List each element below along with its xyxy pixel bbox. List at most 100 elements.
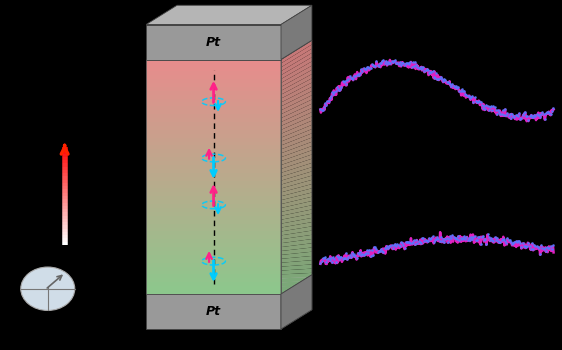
Polygon shape — [146, 294, 281, 329]
Polygon shape — [146, 141, 281, 146]
Polygon shape — [281, 264, 312, 271]
Polygon shape — [281, 214, 312, 224]
Polygon shape — [146, 235, 281, 239]
Polygon shape — [281, 252, 312, 259]
Polygon shape — [146, 204, 281, 208]
Polygon shape — [281, 222, 312, 231]
Polygon shape — [281, 243, 312, 251]
Polygon shape — [146, 126, 281, 130]
Polygon shape — [146, 251, 281, 255]
Polygon shape — [281, 172, 312, 184]
Polygon shape — [281, 209, 312, 220]
Polygon shape — [281, 142, 312, 157]
Polygon shape — [146, 224, 281, 228]
Polygon shape — [281, 65, 312, 87]
Polygon shape — [281, 104, 312, 122]
Polygon shape — [281, 193, 312, 204]
Polygon shape — [146, 122, 281, 126]
Polygon shape — [146, 278, 281, 282]
Polygon shape — [281, 40, 312, 63]
Polygon shape — [281, 87, 312, 106]
Polygon shape — [281, 167, 312, 181]
Polygon shape — [146, 181, 281, 184]
Polygon shape — [146, 146, 281, 149]
Polygon shape — [146, 110, 281, 114]
Polygon shape — [146, 25, 281, 60]
Text: $Cr_2O_3$: $Cr_2O_3$ — [320, 180, 353, 194]
Polygon shape — [281, 281, 312, 286]
Polygon shape — [281, 125, 312, 141]
Polygon shape — [281, 290, 312, 294]
Polygon shape — [146, 67, 281, 71]
Polygon shape — [146, 255, 281, 259]
Polygon shape — [146, 188, 281, 193]
Polygon shape — [281, 150, 312, 165]
Polygon shape — [281, 235, 312, 243]
Polygon shape — [146, 271, 281, 274]
Polygon shape — [281, 269, 312, 274]
Polygon shape — [146, 231, 281, 235]
Polygon shape — [146, 138, 281, 141]
Polygon shape — [281, 95, 312, 114]
Polygon shape — [146, 259, 281, 263]
Polygon shape — [281, 99, 312, 118]
Polygon shape — [281, 159, 312, 173]
Polygon shape — [146, 247, 281, 251]
Polygon shape — [146, 157, 281, 161]
Polygon shape — [281, 154, 312, 169]
Polygon shape — [281, 275, 312, 329]
Polygon shape — [146, 275, 312, 294]
Polygon shape — [146, 103, 281, 106]
Polygon shape — [146, 196, 281, 200]
Polygon shape — [281, 74, 312, 95]
Polygon shape — [146, 94, 281, 99]
Polygon shape — [146, 63, 281, 67]
Polygon shape — [281, 70, 312, 91]
Polygon shape — [281, 188, 312, 200]
Polygon shape — [146, 169, 281, 173]
Polygon shape — [146, 165, 281, 169]
Polygon shape — [146, 79, 281, 83]
Polygon shape — [281, 205, 312, 216]
Text: Pt: Pt — [206, 35, 221, 49]
Polygon shape — [281, 277, 312, 282]
Polygon shape — [281, 176, 312, 188]
Polygon shape — [146, 149, 281, 153]
Polygon shape — [281, 226, 312, 235]
Polygon shape — [281, 184, 312, 196]
Polygon shape — [146, 118, 281, 122]
Polygon shape — [146, 173, 281, 177]
Polygon shape — [146, 161, 281, 165]
Polygon shape — [146, 40, 312, 60]
Polygon shape — [281, 218, 312, 228]
Polygon shape — [146, 200, 281, 204]
Polygon shape — [281, 129, 312, 146]
Polygon shape — [281, 78, 312, 99]
Polygon shape — [281, 273, 312, 278]
Polygon shape — [146, 282, 281, 286]
Polygon shape — [146, 243, 281, 247]
Polygon shape — [146, 75, 281, 79]
Polygon shape — [281, 91, 312, 110]
Polygon shape — [281, 49, 312, 71]
Polygon shape — [146, 60, 281, 63]
Polygon shape — [281, 201, 312, 212]
Polygon shape — [281, 239, 312, 247]
Polygon shape — [146, 106, 281, 110]
Polygon shape — [146, 134, 281, 138]
Ellipse shape — [21, 267, 75, 310]
Polygon shape — [281, 116, 312, 134]
Polygon shape — [146, 220, 281, 224]
Polygon shape — [146, 153, 281, 157]
Polygon shape — [281, 83, 312, 103]
Polygon shape — [146, 87, 281, 91]
Polygon shape — [281, 180, 312, 193]
Polygon shape — [146, 274, 281, 278]
Polygon shape — [146, 114, 281, 118]
Polygon shape — [281, 121, 312, 138]
Polygon shape — [146, 290, 281, 294]
Polygon shape — [146, 184, 281, 188]
Polygon shape — [281, 256, 312, 263]
Polygon shape — [146, 99, 281, 103]
Polygon shape — [146, 5, 312, 25]
